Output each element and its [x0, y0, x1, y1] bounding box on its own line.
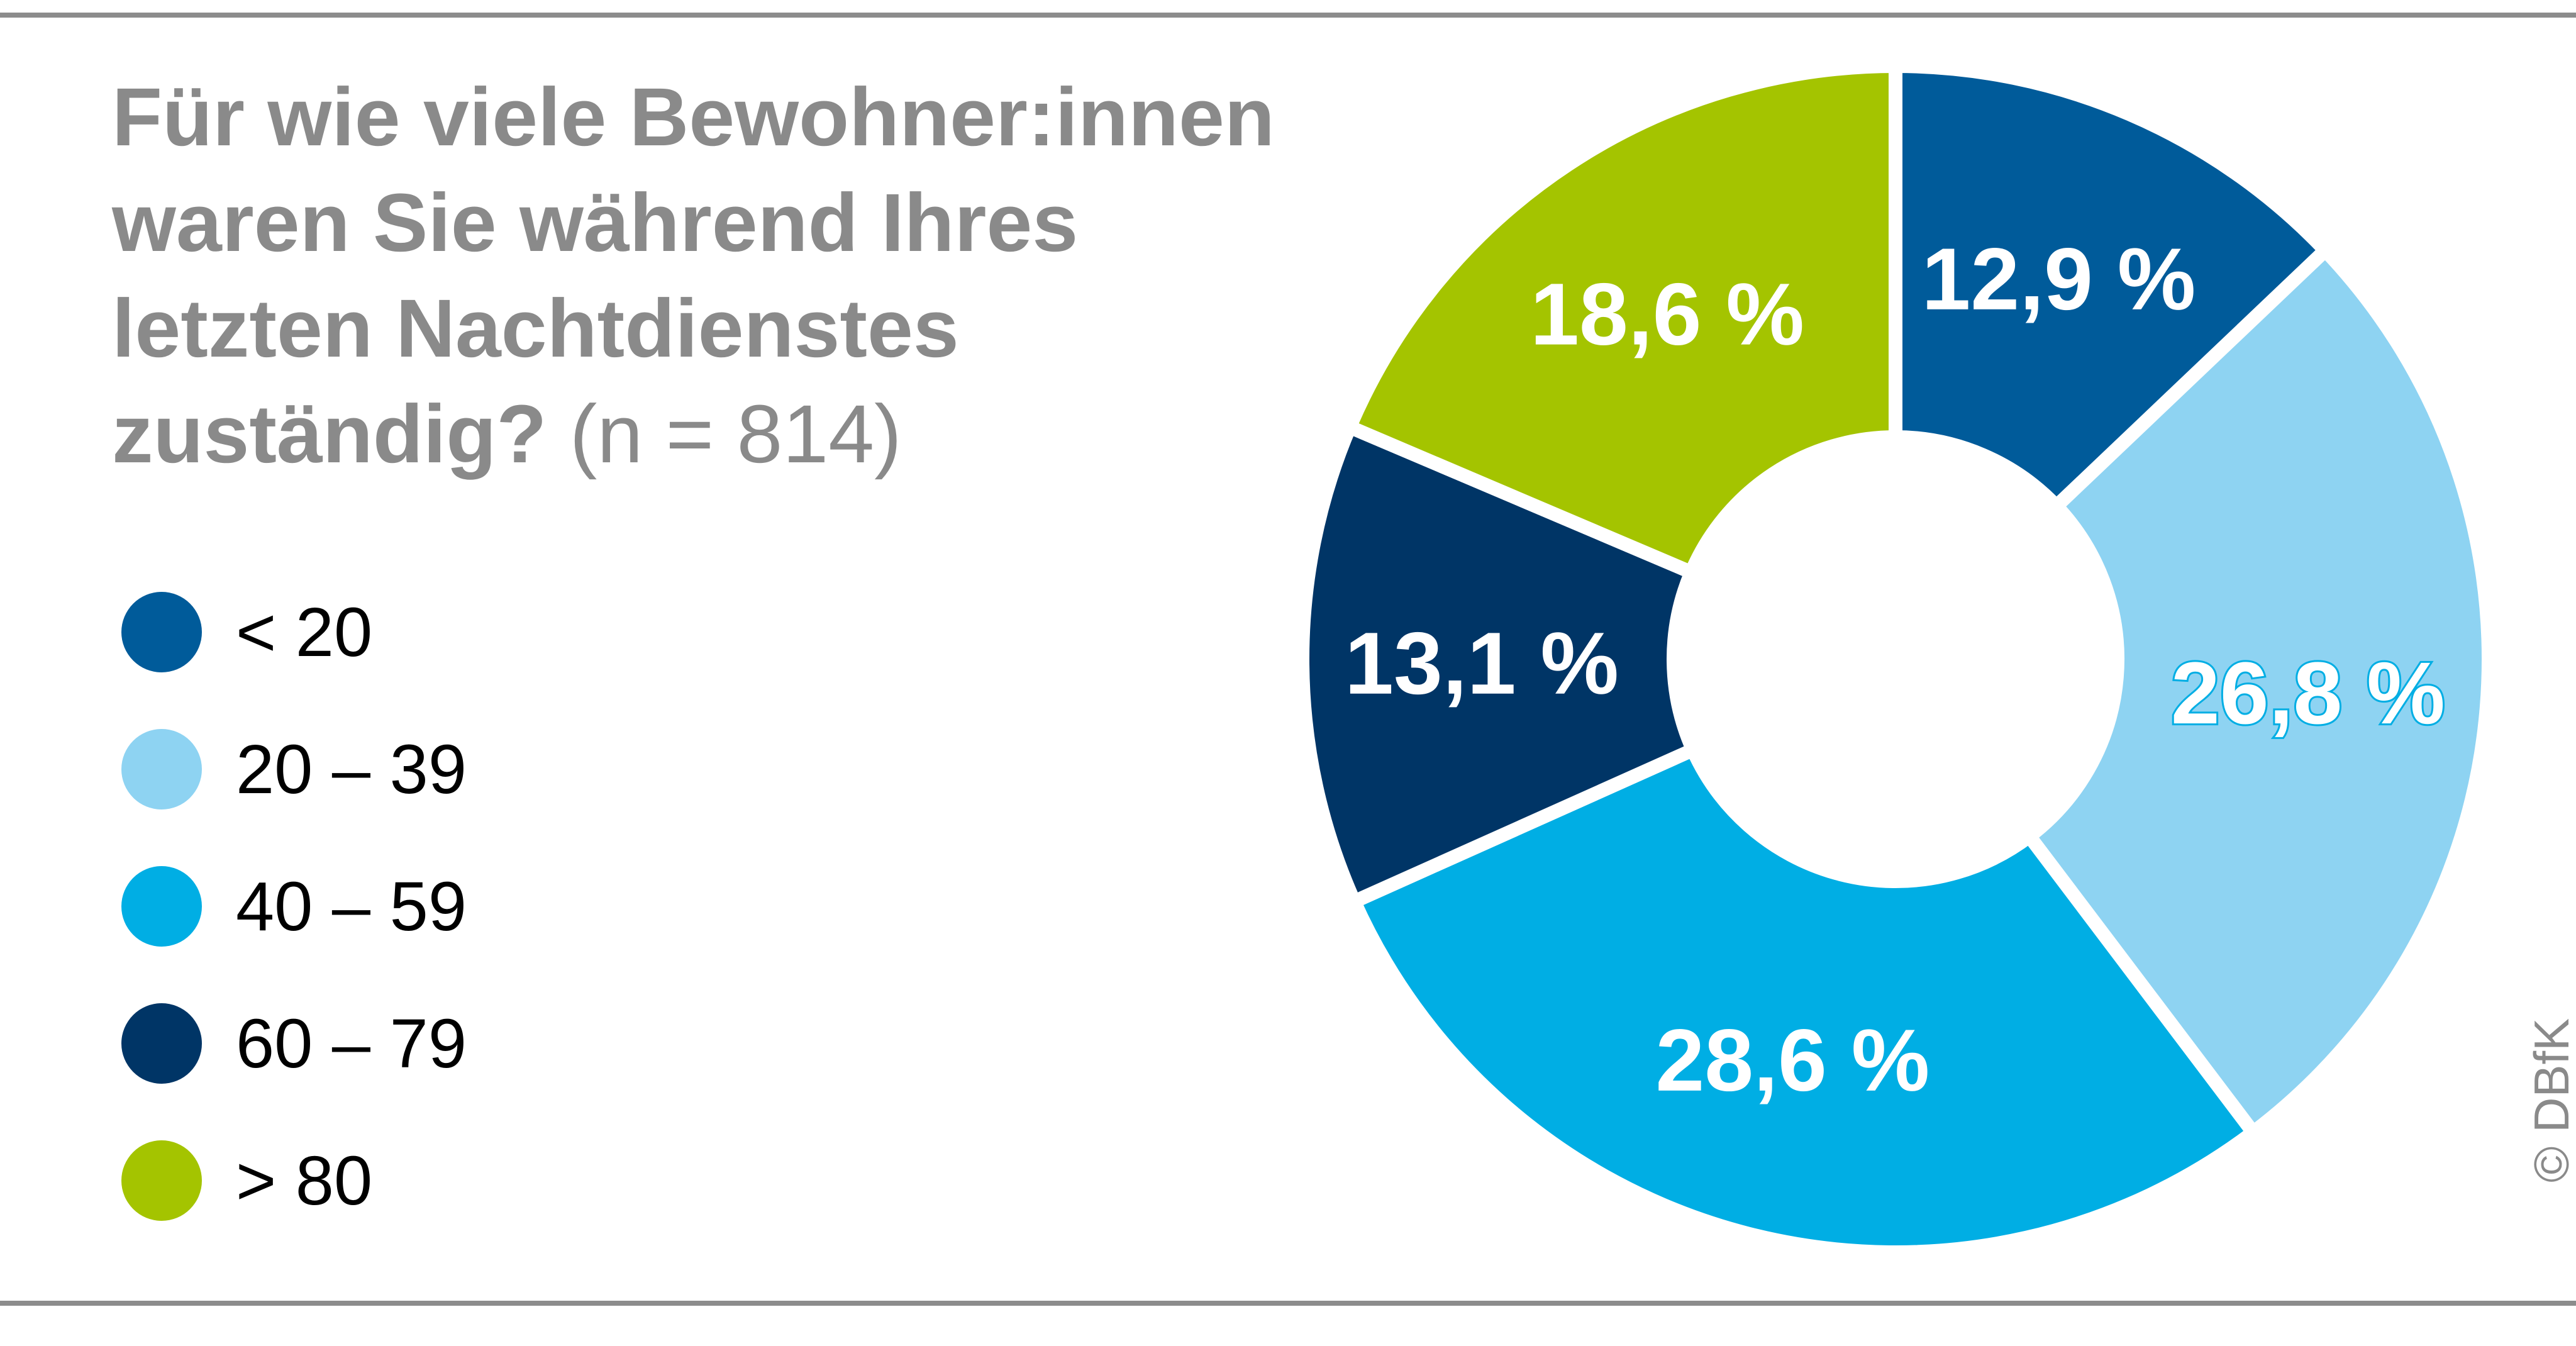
- slice-value-label: 12,9 %: [1921, 230, 2196, 328]
- copyright: © DBfK: [2524, 1018, 2576, 1182]
- donut-slice: [1889, 58, 2335, 516]
- legend-item: < 20: [121, 591, 372, 673]
- title-line: letzten Nachtdienstes: [112, 282, 959, 374]
- legend-label: < 20: [236, 593, 373, 671]
- legend-item: 60 – 79: [121, 1003, 467, 1084]
- legend-item: 40 – 59: [121, 865, 467, 947]
- title-line: zuständig?: [112, 387, 547, 480]
- donut-labels: 12,9 % 26,8 % 28,6 % 13,1 % 18,6 %: [1345, 230, 2447, 1110]
- donut-slices: [1296, 58, 2496, 1259]
- bottom-rule: [0, 1301, 2576, 1306]
- top-rule: [0, 13, 2576, 18]
- legend-swatch: [121, 1003, 202, 1084]
- donut-slice: [1345, 740, 2263, 1259]
- sample-size: (n = 814): [569, 387, 902, 480]
- legend-item: > 80: [121, 1140, 372, 1221]
- donut-slice: [1296, 418, 1702, 911]
- legend-item: 20 – 39: [121, 728, 467, 810]
- title-line: Für wie viele Bewohner:innen: [112, 70, 1275, 163]
- legend-label: 60 – 79: [236, 1004, 467, 1082]
- legend-swatch: [121, 866, 202, 947]
- legend-swatch: [121, 729, 202, 809]
- legend-swatch: [121, 592, 202, 672]
- legend-label: 20 – 39: [236, 730, 467, 808]
- title-line-last: zuständig? (n = 814): [112, 381, 1458, 487]
- donut-slice: [1340, 58, 1902, 582]
- slice-value-label: 28,6 %: [1655, 1011, 1929, 1110]
- slice-value-label: 13,1 %: [1345, 614, 1619, 713]
- chart-title: Für wie viele Bewohner:innen waren Sie w…: [112, 64, 1458, 487]
- slice-value-label: 26,8 %: [2171, 643, 2445, 742]
- slice-value-label: 18,6 %: [1530, 265, 1804, 364]
- legend-swatch: [121, 1140, 202, 1221]
- legend-label: > 80: [236, 1142, 373, 1220]
- legend-label: 40 – 59: [236, 867, 467, 945]
- title-line: waren Sie während Ihres: [112, 176, 1079, 269]
- donut-slice: [2019, 240, 2496, 1142]
